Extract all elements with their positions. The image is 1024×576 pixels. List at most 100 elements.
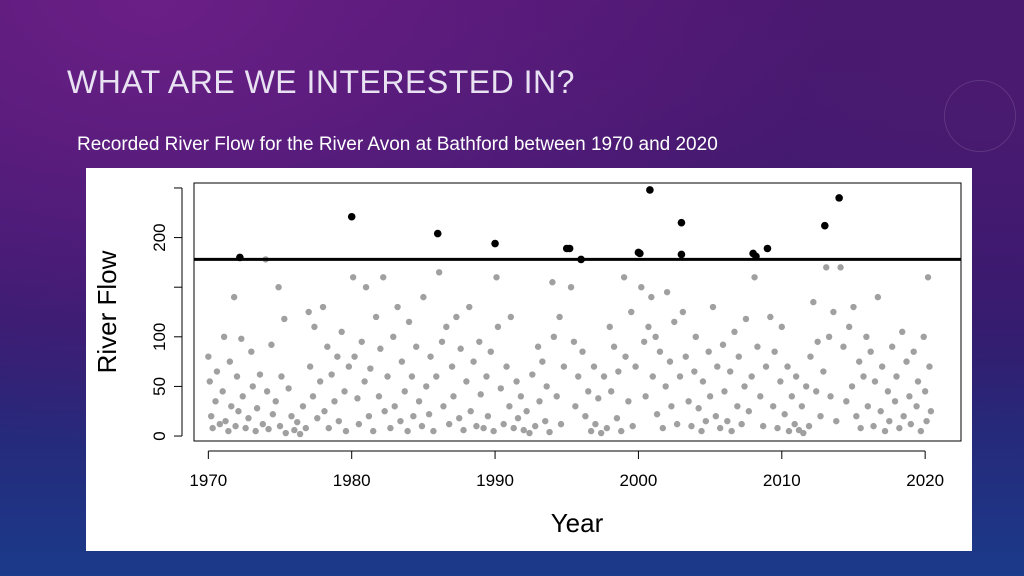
observation-point xyxy=(483,373,490,380)
observation-point xyxy=(216,420,224,428)
observation-point xyxy=(445,420,453,428)
observation-point xyxy=(785,427,793,435)
observation-point xyxy=(791,420,798,428)
observation-point xyxy=(276,422,284,430)
observation-point xyxy=(381,408,388,415)
exceedance-point xyxy=(677,250,686,259)
observation-point xyxy=(370,427,377,435)
observation-point xyxy=(351,353,358,360)
observation-point xyxy=(860,373,867,380)
observation-point xyxy=(615,368,622,375)
observation-point xyxy=(349,274,357,281)
observation-point xyxy=(278,373,285,380)
observation-point xyxy=(590,363,598,370)
observation-point xyxy=(466,303,473,311)
observation-point xyxy=(843,398,850,405)
observation-point xyxy=(777,378,784,385)
observation-point xyxy=(891,398,899,405)
observation-point xyxy=(830,308,837,316)
observation-point xyxy=(543,383,550,390)
observation-point xyxy=(814,338,821,345)
y-tick-label: 0 xyxy=(150,431,169,440)
observation-point xyxy=(913,403,920,410)
observation-point xyxy=(397,417,404,425)
y-tick-label: 100 xyxy=(150,323,169,351)
x-tick-label: 2020 xyxy=(906,471,944,490)
observation-point xyxy=(532,422,539,430)
observation-point xyxy=(341,388,348,395)
x-axis: 1970 1980 1990 2000 2010 2020 xyxy=(189,450,944,490)
observation-point xyxy=(856,358,863,365)
observation-point xyxy=(259,420,267,428)
observation-point xyxy=(837,264,844,271)
points-layer xyxy=(205,186,935,438)
observation-point xyxy=(863,333,870,341)
observation-point xyxy=(205,353,212,360)
observation-point xyxy=(507,313,515,321)
x-tick-label: 2010 xyxy=(763,471,801,490)
exceedance-point xyxy=(433,229,442,238)
observation-point xyxy=(788,393,796,400)
observation-point xyxy=(587,427,595,435)
observation-point xyxy=(467,408,474,415)
observation-point xyxy=(338,328,345,336)
observation-point xyxy=(774,424,781,432)
observation-point xyxy=(404,427,411,435)
observation-point xyxy=(238,335,245,342)
observation-point xyxy=(324,343,331,350)
slide-title: WHAT ARE WE INTERESTED IN? xyxy=(67,64,575,100)
observation-point xyxy=(514,414,522,422)
observation-point xyxy=(668,403,675,410)
observation-point xyxy=(762,363,770,370)
observation-point xyxy=(375,393,383,400)
observation-point xyxy=(410,412,417,420)
observation-point xyxy=(494,323,502,331)
observation-point xyxy=(676,373,684,380)
observation-point xyxy=(427,353,434,360)
observation-point xyxy=(493,274,500,281)
observation-point xyxy=(420,293,427,301)
observation-point xyxy=(813,388,820,395)
observation-point xyxy=(712,412,720,420)
observation-point xyxy=(656,348,664,355)
observation-point xyxy=(550,333,558,341)
observation-point xyxy=(595,395,602,402)
x-tick-label: 2000 xyxy=(620,471,658,490)
observation-point xyxy=(438,338,446,345)
observation-point xyxy=(810,298,817,306)
observation-point xyxy=(638,283,645,291)
observation-point xyxy=(864,403,872,410)
observation-point xyxy=(372,313,380,321)
observation-point xyxy=(886,417,893,425)
observation-point xyxy=(226,358,234,365)
exceedance-point xyxy=(835,194,843,202)
observation-point xyxy=(387,424,394,432)
observation-point xyxy=(649,373,656,380)
observation-point xyxy=(354,395,361,402)
observation-point xyxy=(845,323,853,331)
observation-point xyxy=(807,353,814,360)
observation-point xyxy=(592,420,599,428)
observation-point xyxy=(652,333,659,341)
observation-point xyxy=(230,293,238,301)
slide-subtitle: Recorded River Flow for the River Avon a… xyxy=(77,134,718,155)
x-tick-label: 1970 xyxy=(189,471,227,490)
x-axis-label: Year xyxy=(551,508,604,538)
observation-point xyxy=(423,383,430,390)
observation-point xyxy=(628,308,635,316)
observation-point xyxy=(206,378,213,385)
observation-point xyxy=(567,283,575,291)
observation-point xyxy=(435,269,443,276)
observation-point xyxy=(391,403,398,410)
observation-point xyxy=(606,323,613,331)
observation-point xyxy=(539,358,546,365)
observation-point xyxy=(365,412,373,420)
observation-point xyxy=(618,427,625,435)
observation-point xyxy=(888,343,896,350)
observation-point xyxy=(734,403,741,410)
observation-point xyxy=(748,373,755,380)
observation-point xyxy=(282,429,289,437)
observation-point xyxy=(663,288,671,296)
observation-point xyxy=(228,403,235,410)
